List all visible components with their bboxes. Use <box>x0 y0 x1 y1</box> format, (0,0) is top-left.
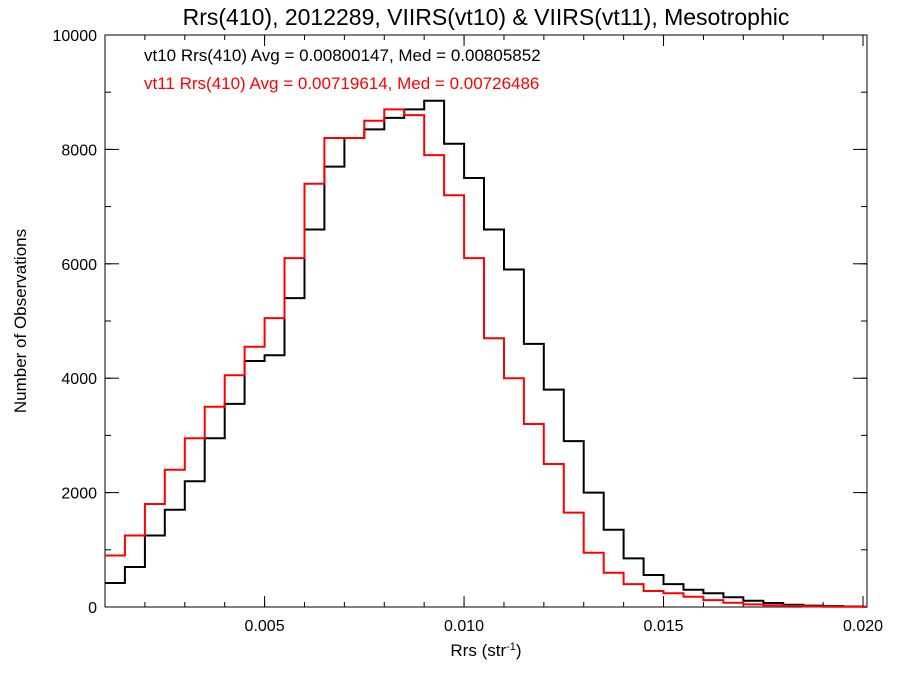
axis-ticks <box>104 34 867 608</box>
annotations: vt10 Rrs(410) Avg = 0.00800147, Med = 0.… <box>144 46 541 93</box>
series-line-vt10 <box>105 99 867 608</box>
x-axis-label-sup: -1 <box>506 641 516 653</box>
y-axis-label: Number of Observations <box>11 229 30 413</box>
x-tick-label: 0.010 <box>444 618 484 635</box>
y-tick-label: 6000 <box>61 257 97 274</box>
x-tick-label: 0.020 <box>843 618 883 635</box>
plot-frame <box>104 34 868 608</box>
series-group <box>105 99 867 608</box>
y-tick-label: 10000 <box>53 28 98 45</box>
x-tick-label: 0.005 <box>245 618 285 635</box>
y-tick-label: 8000 <box>61 142 97 159</box>
y-tick-label: 4000 <box>61 371 97 388</box>
y-tick-label: 2000 <box>61 486 97 503</box>
x-axis-label-end: ) <box>516 641 522 660</box>
x-axis-label-main: Rrs (str <box>450 641 506 660</box>
series-line-vt11 <box>105 108 867 608</box>
tick-labels: 0.005 0.010 0.015 0.020 0 2000 4000 6000 8000 100… <box>53 28 884 635</box>
y-tick-label: 0 <box>88 600 97 617</box>
annotation-vt11: vt11 Rrs(410) Avg = 0.00719614, Med = 0.… <box>144 74 539 93</box>
annotation-vt10: vt10 Rrs(410) Avg = 0.00800147, Med = 0.… <box>144 46 541 65</box>
chart-title: Rrs(410), 2012289, VIIRS(vt10) & VIIRS(v… <box>183 4 790 30</box>
x-axis-label: Rrs (str-1) <box>450 641 521 660</box>
x-tick-label: 0.015 <box>644 618 684 635</box>
